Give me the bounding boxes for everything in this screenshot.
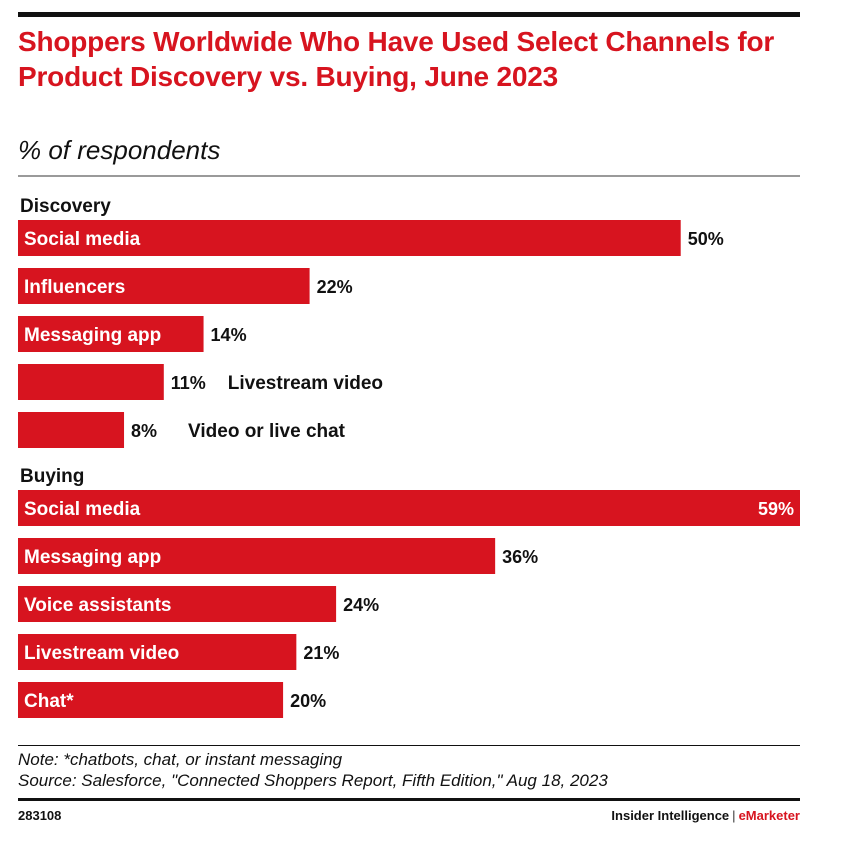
brand-insider-intelligence: Insider Intelligence — [611, 808, 730, 823]
category-label-discovery-messaging-app: Messaging app — [24, 325, 161, 346]
chart-subtitle: % of respondents — [18, 135, 221, 165]
bar-discovery-influencers — [18, 268, 310, 304]
category-label-discovery-influencers: Influencers — [24, 277, 125, 298]
value-label-discovery-livestream-video: 11% — [171, 373, 206, 393]
category-label-buying-chat: Chat* — [24, 691, 74, 712]
bar-discovery-social-media — [18, 220, 681, 256]
brand-emarketer: eMarketer — [738, 808, 800, 823]
group-label-buying: Buying — [20, 466, 84, 487]
brand-separator: | — [732, 808, 736, 823]
value-label-discovery-video-or-live-chat: 8% — [131, 421, 157, 441]
bar-buying-social-media — [18, 490, 800, 526]
category-label-buying-voice-assistants: Voice assistants — [24, 595, 172, 616]
bar-discovery-livestream-video — [18, 364, 164, 400]
value-label-discovery-social-media: 50% — [688, 229, 724, 249]
brand-credit: Insider Intelligence | eMarketer — [611, 808, 800, 823]
value-label-discovery-influencers: 22% — [317, 277, 353, 297]
category-label-discovery-livestream-video: Livestream video — [228, 373, 383, 394]
bar-buying-livestream-video — [18, 634, 297, 670]
bar-buying-messaging-app — [18, 538, 496, 574]
chart-title: Shoppers Worldwide Who Have Used Select … — [18, 26, 775, 92]
footer-divider — [18, 745, 800, 746]
top-rule — [18, 12, 800, 17]
bottom-rule — [18, 798, 800, 801]
value-label-discovery-messaging-app: 14% — [211, 325, 247, 345]
value-label-buying-voice-assistants: 24% — [343, 595, 379, 615]
bar-buying-voice-assistants — [18, 586, 337, 622]
chart-note: Note: *chatbots, chat, or instant messag… — [18, 750, 343, 769]
chart-id: 283108 — [18, 808, 62, 823]
category-label-discovery-social-media: Social media — [24, 229, 141, 250]
bar-discovery-messaging-app — [18, 316, 204, 352]
header-divider — [18, 175, 800, 177]
group-label-discovery: Discovery — [20, 196, 111, 217]
category-label-buying-livestream-video: Livestream video — [24, 643, 179, 664]
value-label-buying-livestream-video: 21% — [303, 643, 339, 663]
chart-source: Source: Salesforce, "Connected Shoppers … — [18, 771, 608, 790]
value-label-buying-chat: 20% — [290, 691, 326, 711]
bar-buying-chat — [18, 682, 284, 718]
bar-discovery-video-or-live-chat — [18, 412, 125, 448]
bar-chart: Discovery Social media 50% Influencers 22% Me… — [18, 196, 800, 718]
category-label-discovery-video-or-live-chat: Video or live chat — [188, 421, 346, 442]
value-label-buying-social-media: 59% — [758, 499, 794, 519]
category-label-buying-social-media: Social media — [24, 499, 141, 520]
category-label-buying-messaging-app: Messaging app — [24, 547, 161, 568]
value-label-buying-messaging-app: 36% — [502, 547, 538, 567]
